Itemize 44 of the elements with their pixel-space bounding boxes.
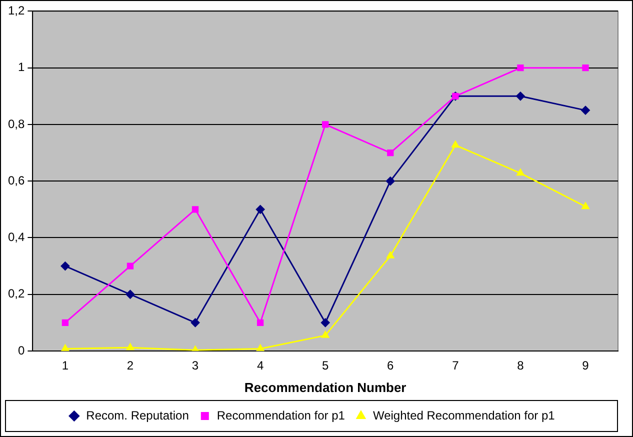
legend-label: Recommendation for p1 [216,408,346,422]
point [516,168,524,176]
point [582,64,589,72]
x-axis-title: Recommendation Number [244,380,406,395]
y-tick-label: 0,8 [8,116,25,131]
x-tick-label: 7 [452,358,460,373]
legend-label: Weighted Recommendation for p1 [372,408,556,422]
point [451,140,460,148]
legend-label: Recom. Reputation [86,408,189,422]
point [190,318,200,328]
x-tick-label: 5 [322,358,329,373]
point [580,106,590,115]
x-tick-label: 1 [62,358,69,373]
point [322,121,329,128]
point [61,344,70,351]
point [321,330,330,338]
point [582,202,590,210]
y-tick-label: 0 [18,343,25,358]
point [256,344,264,351]
point [192,206,199,213]
x-tick-label: 6 [387,358,394,373]
y-tick-label: 0,2 [8,286,25,301]
point [516,92,525,101]
point [517,64,524,72]
point [320,318,330,328]
y-tick-label: 1,2 [8,4,25,18]
y-tick-label: 0,4 [8,230,25,244]
point [386,176,395,186]
point [387,149,394,156]
x-tick-label: 2 [126,358,134,373]
y-tick-label: 0,6 [8,173,25,188]
x-tick-label: 4 [256,358,264,373]
x-tick-label: 3 [192,358,199,373]
x-tick-label: 8 [517,358,524,373]
point [126,343,134,350]
point [256,204,265,214]
point [62,319,69,326]
point [386,251,394,258]
point [256,319,264,326]
point [126,290,135,299]
point [126,262,134,270]
point [60,262,70,271]
x-tick-label: 9 [582,358,590,373]
y-tick-label: 1 [18,60,25,74]
